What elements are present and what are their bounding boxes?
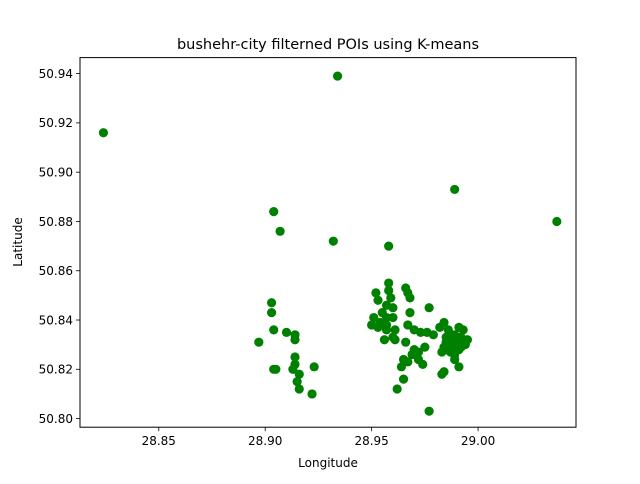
data-points [98, 71, 562, 416]
y-tick-label: 50.84 [39, 313, 73, 327]
data-point [98, 128, 109, 138]
data-point [381, 325, 392, 335]
y-tick-label: 50.82 [39, 363, 73, 377]
data-point [271, 364, 281, 374]
data-point [424, 406, 434, 416]
data-point [420, 342, 430, 352]
data-point [269, 325, 279, 335]
x-tick-label: 28.95 [354, 434, 388, 448]
data-point [437, 347, 447, 357]
data-point [458, 325, 468, 335]
data-point [454, 362, 464, 372]
data-point [381, 312, 392, 323]
y-tick-label: 50.92 [39, 116, 73, 130]
data-point [390, 335, 400, 345]
data-point [398, 374, 409, 384]
data-point [384, 241, 394, 251]
data-point [392, 384, 402, 394]
data-point [418, 359, 428, 369]
data-point [384, 285, 394, 296]
data-point [403, 320, 413, 330]
data-point [254, 337, 264, 347]
data-point [292, 377, 302, 387]
y-axis-ticks: 50.80 50.82 50.84 50.86 50.88 50.90 50.92 50.94 [39, 67, 80, 426]
y-tick-label: 50.88 [39, 215, 73, 229]
data-point [309, 362, 319, 372]
data-point [439, 367, 449, 377]
data-point [371, 288, 381, 298]
data-point [373, 295, 383, 305]
data-point [462, 335, 473, 345]
data-point [424, 303, 434, 313]
data-point [396, 362, 407, 372]
x-axis-ticks: 28.85 28.90 28.95 29.00 [142, 427, 495, 448]
y-tick-label: 50.90 [39, 165, 73, 179]
data-point [405, 308, 415, 318]
data-point [407, 349, 417, 360]
data-point [386, 293, 396, 303]
y-tick-label: 50.86 [39, 264, 73, 278]
data-point [281, 327, 292, 337]
data-point [390, 325, 400, 335]
x-tick-label: 28.85 [142, 434, 176, 448]
data-point [388, 303, 398, 313]
y-tick-label: 50.80 [39, 412, 73, 426]
data-point [332, 71, 343, 81]
plot-area-frame [79, 57, 577, 428]
data-point [403, 357, 413, 367]
data-point [328, 236, 338, 246]
data-point [269, 207, 279, 217]
data-point [266, 308, 277, 318]
data-point [450, 184, 460, 195]
y-axis-label: Latitude [11, 217, 25, 266]
data-point [445, 330, 455, 340]
data-point [266, 298, 277, 308]
data-point [373, 322, 383, 333]
data-point [307, 389, 317, 399]
data-point [275, 226, 285, 236]
data-point [441, 337, 451, 347]
data-point [379, 335, 390, 345]
data-point [428, 330, 438, 340]
chart-title: bushehr-city filterned POIs using K-mean… [177, 37, 479, 53]
x-tick-label: 29.00 [461, 434, 495, 448]
data-point [369, 312, 379, 323]
data-point [290, 335, 300, 345]
data-point [450, 340, 460, 350]
data-point [552, 216, 562, 227]
data-point [416, 327, 426, 337]
x-axis-label: Longitude [298, 456, 358, 470]
x-tick-label: 28.90 [248, 434, 282, 448]
data-point [405, 293, 415, 303]
data-point [388, 312, 398, 323]
data-point [384, 278, 394, 288]
data-point [288, 364, 298, 374]
data-point [401, 337, 411, 347]
data-point [450, 354, 460, 365]
data-point [290, 352, 300, 362]
data-point [294, 369, 304, 379]
data-point [294, 384, 304, 394]
data-point [439, 317, 449, 328]
y-tick-label: 50.94 [39, 67, 73, 81]
